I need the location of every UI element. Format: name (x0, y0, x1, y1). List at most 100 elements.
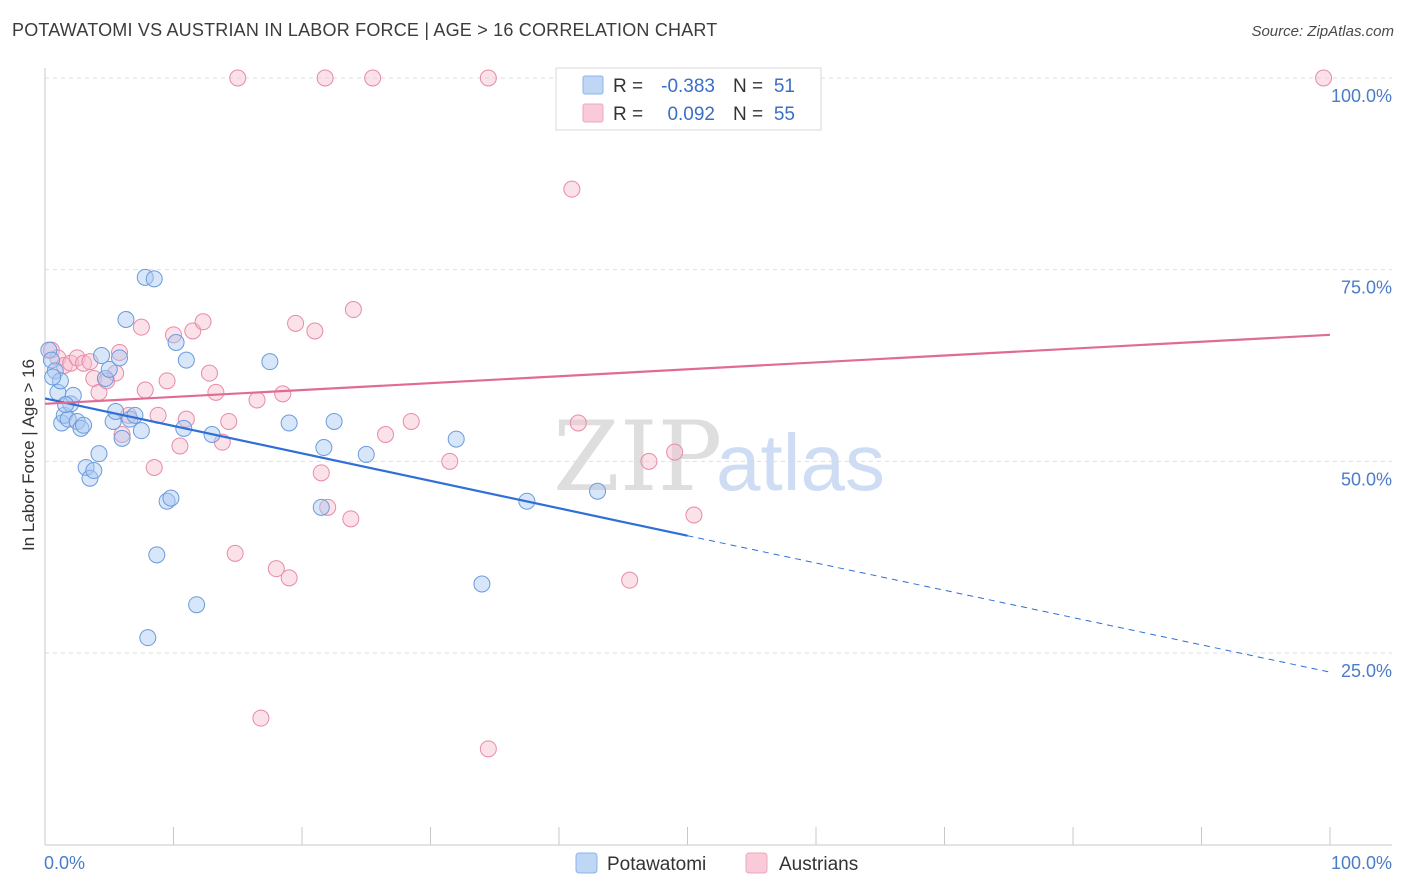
austrians-point-31 (252, 709, 270, 727)
austrians-point-45 (479, 69, 497, 87)
correlation-legend: R = -0.383 N = 51 R = 0.092 N = 55 (555, 67, 822, 131)
potawatomi-point-40 (280, 414, 298, 432)
potawatomi-point-27 (132, 422, 150, 440)
austrians-point-44 (441, 452, 459, 470)
points-layer (40, 69, 1333, 758)
potawatomi-point-34 (167, 334, 185, 351)
austrians-point-18 (158, 372, 176, 390)
legend-n-label-1: N = (733, 76, 763, 97)
austrians-point-41 (364, 69, 382, 87)
bottom-legend-swatch-potawatomi (575, 852, 598, 874)
trendlines-layer (44, 333, 1331, 673)
potawatomi-point-12 (75, 416, 93, 434)
tick-labels-layer: 25.0% 50.0% 75.0% 100.0% 0.0% 100.0% (44, 86, 1392, 873)
legend-swatch-austrians (582, 103, 604, 123)
austrians-point-24 (200, 364, 218, 382)
axes-layer (44, 68, 1392, 846)
potawatomi-point-36 (177, 351, 195, 369)
austrians-point-49 (621, 571, 639, 589)
legend-r-label-1: R = (613, 76, 643, 97)
potawatomi-point-15 (85, 462, 103, 480)
y-tick-label-2: 75.0% (1341, 278, 1392, 298)
austrians-point-38 (319, 498, 337, 516)
potawatomi-trendline (44, 397, 688, 537)
legend-r-label-2: R = (613, 104, 643, 125)
potawatomi-point-1 (42, 351, 60, 369)
austrians-point-12 (113, 426, 131, 443)
chart-title: POTAWATOMI VS AUSTRIAN IN LABOR FORCE | … (12, 20, 718, 40)
austrians-point-48 (569, 414, 587, 432)
austrians-point-5 (75, 354, 93, 372)
austrians-point-28 (226, 544, 244, 562)
austrians-point-11 (111, 343, 129, 361)
y-tick-label-0: 25.0% (1341, 661, 1392, 681)
potawatomi-point-23 (113, 429, 131, 447)
austrians-point-16 (145, 458, 163, 476)
austrians-point-42 (377, 426, 395, 443)
potawatomi-point-4 (51, 372, 69, 390)
austrians-point-52 (685, 506, 703, 524)
austrians-point-50 (640, 452, 658, 470)
austrians-point-23 (194, 313, 212, 331)
x-tick-label-0: 0.0% (44, 853, 85, 873)
potawatomi-point-0 (40, 341, 58, 359)
austrians-point-14 (132, 318, 150, 336)
watermark-zip: ZIP (553, 401, 722, 513)
austrians-point-46 (479, 740, 497, 758)
austrians-point-35 (287, 314, 305, 332)
austrians-point-27 (220, 412, 238, 430)
austrians-point-30 (248, 391, 266, 409)
austrians-trendline (44, 333, 1331, 405)
potawatomi-point-24 (117, 311, 135, 328)
series-legend: Potawatomi Austrians (575, 852, 858, 875)
austrians-point-40 (344, 301, 362, 319)
austrians-point-33 (274, 385, 292, 403)
potawatomi-point-42 (315, 439, 333, 457)
bottom-legend-label-austrians: Austrians (779, 854, 858, 875)
austrians-point-39 (342, 510, 360, 528)
legend-n-label-2: N = (733, 104, 763, 125)
x-tick-label-1: 100.0% (1331, 853, 1392, 873)
austrians-point-47 (563, 180, 581, 198)
austrians-point-54 (316, 69, 334, 87)
potawatomi-point-14 (81, 469, 99, 487)
potawatomi-point-17 (93, 347, 111, 365)
austrians-point-32 (267, 560, 285, 578)
potawatomi-point-19 (100, 360, 118, 378)
watermark-atlas: atlas (716, 418, 885, 507)
potawatomi-point-31 (148, 546, 166, 564)
potawatomi-point-44 (357, 445, 375, 463)
bottom-legend-swatch-austrians (745, 852, 768, 874)
potawatomi-point-46 (473, 575, 491, 593)
grid-layer (45, 77, 1392, 654)
y-tick-label-1: 50.0% (1341, 469, 1392, 489)
legend-r-value-austrians: 0.092 (667, 104, 715, 125)
potawatomi-point-41 (312, 498, 330, 516)
austrians-point-15 (136, 381, 154, 399)
austrians-point-37 (312, 464, 330, 482)
legend-r-value-potawatomi: -0.383 (661, 76, 715, 97)
y-axis-label: In Labor Force | Age > 16 (19, 359, 38, 551)
potawatomi-point-11 (72, 419, 90, 437)
potawatomi-point-43 (325, 412, 343, 430)
legend-swatch-potawatomi (582, 75, 604, 95)
austrians-point-34 (280, 569, 298, 587)
potawatomi-point-33 (162, 489, 180, 507)
potawatomi-point-29 (139, 629, 157, 647)
austrians-point-29 (229, 69, 247, 87)
potawatomi-point-49 (44, 368, 62, 386)
watermark: ZIP atlas (553, 401, 885, 513)
source-credit: Source: ZipAtlas.com (1251, 23, 1394, 40)
austrians-point-20 (171, 437, 189, 455)
y-tick-label-3: 100.0% (1331, 86, 1392, 106)
austrians-point-43 (402, 412, 420, 430)
austrians-point-53 (1315, 69, 1333, 87)
legend-n-value-potawatomi: 51 (774, 76, 795, 97)
potawatomi-point-45 (447, 430, 465, 448)
potawatomi-point-30 (145, 270, 163, 288)
austrians-point-25 (207, 383, 225, 401)
potawatomi-point-28 (136, 268, 154, 286)
potawatomi-point-16 (90, 445, 108, 463)
austrians-point-51 (666, 443, 684, 461)
